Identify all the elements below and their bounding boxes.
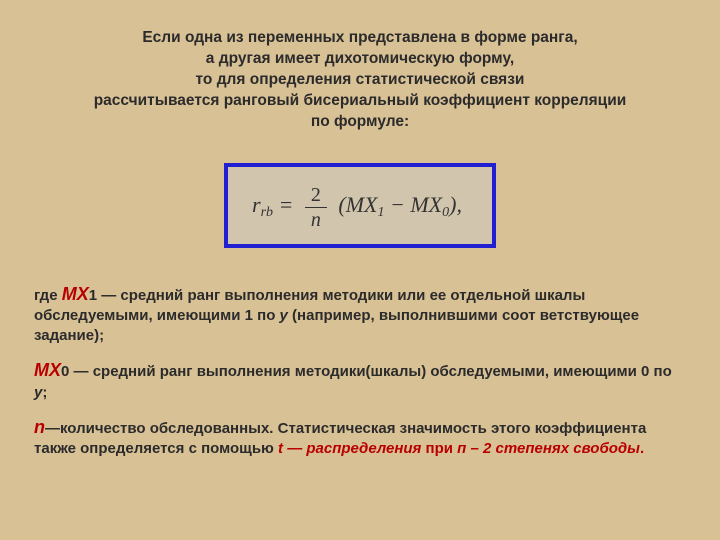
intro-line-5: по формуле: <box>311 113 409 130</box>
p3-text-b: при <box>421 440 457 457</box>
p1-y: у <box>280 307 288 324</box>
p2-mx0: МХ <box>34 360 61 380</box>
equals-sign: = <box>279 192 294 217</box>
lhs-var: r <box>252 192 261 217</box>
formula-box: rrb = 2 n (MX1 − MX0), <box>224 163 496 248</box>
term2-var: MX <box>410 192 442 217</box>
p1-mx1: МX <box>62 284 89 304</box>
minus-sign: − <box>385 192 411 217</box>
formula-expression: rrb = 2 n (MX1 − MX0), <box>252 192 462 217</box>
slide-root: Если одна из переменных представлена в ф… <box>0 0 720 492</box>
trailing-comma: , <box>456 192 462 217</box>
p3-dash: — <box>45 420 60 437</box>
p3-t-part: t — распределения <box>278 440 421 457</box>
body-text: где МX1 — средний ранг выполнения методи… <box>34 282 686 460</box>
p2-semi: ; <box>42 384 47 401</box>
paragraph-mx0: МХ0 — средний ранг выполнения методики(ш… <box>34 358 686 403</box>
p3-n: n <box>34 417 45 437</box>
formula-container: rrb = 2 n (MX1 − MX0), <box>34 163 686 248</box>
paren-open: ( <box>338 192 345 217</box>
intro-line-3: то для определения статистической связи <box>196 71 525 88</box>
fraction-num: 2 <box>305 185 327 208</box>
intro-block: Если одна из переменных представлена в ф… <box>34 28 686 133</box>
lhs-sub: rb <box>261 205 273 220</box>
p1-dash: — <box>97 287 120 304</box>
intro-line-1: Если одна из переменных представлена в ф… <box>142 29 577 46</box>
p1-mx1-num: 1 <box>89 287 97 304</box>
paragraph-mx1: где МX1 — средний ранг выполнения методи… <box>34 282 686 347</box>
p1-lead: где <box>34 287 62 304</box>
intro-line-4: рассчитывается ранговый бисериальный коэ… <box>94 92 627 109</box>
fraction-den: n <box>305 208 327 230</box>
term1-var: MX <box>346 192 378 217</box>
fraction: 2 n <box>305 185 327 230</box>
p2-dash: — <box>69 363 92 380</box>
paragraph-n: n—количество обследованных. Статистическ… <box>34 415 686 460</box>
p2-text-a: средний ранг выполнения методики(шкалы) … <box>93 363 672 380</box>
intro-line-2: а другая имеет дихотомическую форму, <box>206 50 514 67</box>
p3-period: . <box>640 440 644 457</box>
term1-sub: 1 <box>378 205 385 220</box>
p3-dof: п – 2 степенях свободы <box>457 440 640 457</box>
